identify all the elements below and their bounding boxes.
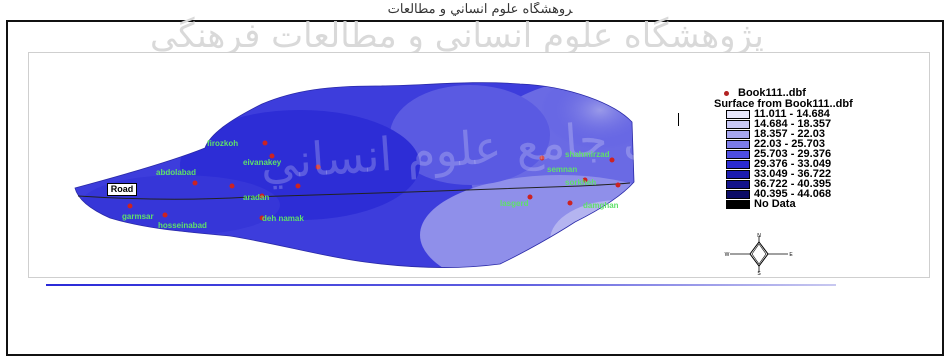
station-point: [127, 203, 133, 209]
north-label: N: [757, 233, 761, 239]
station-label: garmsar: [122, 212, 154, 221]
text-cursor: [678, 113, 679, 126]
legend-swatch: [726, 120, 750, 129]
station-label: hosseinabad: [158, 221, 207, 230]
legend-class-label: 25.703 - 29.376: [754, 148, 832, 160]
legend-surface-title: Surface from Book111..dbf: [714, 98, 853, 110]
station-label: abdolabad: [156, 168, 197, 177]
south-label: S: [757, 271, 761, 276]
station-point: [615, 182, 621, 188]
legend-swatch: [726, 190, 750, 199]
station-point: [295, 183, 301, 189]
north-arrow: N S E W: [725, 233, 794, 276]
station-label: damghan: [583, 201, 619, 210]
station-point: [527, 194, 533, 200]
legend-swatch: [726, 180, 750, 189]
east-label: E: [789, 252, 793, 258]
legend-swatch: [726, 140, 750, 149]
legend-class-row: 14.684 - 18.357: [712, 118, 942, 130]
legend-class-row: 40.395 - 44.068: [712, 188, 942, 200]
legend-class-row: No Data: [712, 198, 942, 210]
station-label: deh namak: [262, 214, 304, 223]
legend-class-label: 22.03 - 25.703: [754, 138, 825, 150]
legend-swatch: [726, 150, 750, 159]
legend-swatch: [726, 130, 750, 139]
legend-swatch: [726, 170, 750, 179]
station-label: aradan: [243, 193, 270, 202]
header-text: ﺮﻭﻫﺸﮕﺎﻩ ﻋﻠﻮﻡ ﺍﻧﺴﺎﻧﻲ ﻭ ﻣﻄﺎﻟﻌﺎﺕ: [387, 2, 573, 16]
station-point: [259, 193, 265, 199]
station-label: sorkheh: [565, 178, 597, 187]
road-line: [77, 182, 631, 200]
station-point: [262, 140, 268, 146]
legend-class-label: 14.684 - 18.357: [754, 118, 832, 130]
legend-class-row: 33.049 - 36.722: [712, 168, 942, 180]
legend-class-label: 40.395 - 44.068: [754, 188, 832, 200]
station-point: [269, 153, 275, 159]
legend-class-row: 25.703 - 29.376: [712, 148, 942, 160]
point-symbol-icon: [724, 91, 729, 96]
station-point: [259, 215, 265, 221]
station-point: [229, 183, 235, 189]
station-label: eivanakey: [243, 158, 282, 167]
station-point: [609, 157, 615, 163]
legend-swatch: [726, 200, 750, 209]
legend-swatch: [726, 110, 750, 119]
station-point: [192, 180, 198, 186]
station-points: [127, 140, 621, 221]
legend-swatch: [726, 160, 750, 169]
legend: Book111..dbf Surface from Book111..dbf 1…: [712, 88, 942, 210]
legend-class-label: No Data: [754, 198, 796, 210]
legend-class-row: 36.722 - 40.395: [712, 178, 942, 190]
legend-point-layer: Book111..dbf: [712, 88, 942, 99]
legend-class-row: 11.011 - 14.684: [712, 108, 942, 120]
watermark: ﭘﮋﻭﻫﺸﮕﺎﻩ ﻋﻠﻮﻡ ﺍﻧﺴﺎﻧﻲ ﻭ ﻣﻄﺎﻟﻌﺎﺕ ﻓﺮﻫﻨﮕﻲ: [150, 16, 764, 56]
station-point: [539, 155, 545, 161]
station-label: shahmirzad: [565, 150, 610, 159]
station-label: firozkoh: [207, 139, 239, 148]
surface-layer: [75, 82, 634, 268]
horizontal-rule: [46, 284, 836, 286]
legend-class-row: 29.376 - 33.049: [712, 158, 942, 170]
legend-class-label: 11.011 - 14.684: [754, 108, 830, 120]
west-label: W: [725, 252, 730, 258]
station-point: [315, 164, 321, 170]
station-label: semnan: [547, 165, 578, 174]
legend-class-label: 29.376 - 33.049: [754, 158, 832, 170]
station-point: [162, 212, 168, 218]
legend-classes: 11.011 - 14.684 14.684 - 18.357 18.357 - 2…: [712, 108, 942, 210]
station-label: lasgerd: [500, 199, 529, 208]
station-point: [582, 177, 588, 183]
legend-class-row: 18.357 - 22.03: [712, 128, 942, 140]
legend-class-label: 33.049 - 36.722: [754, 168, 832, 180]
legend-class-row: 22.03 - 25.703: [712, 138, 942, 150]
region-boundary: [74, 82, 635, 269]
legend-point-layer-label: Book111..dbf: [738, 87, 806, 99]
station-point: [567, 200, 573, 206]
legend-class-label: 18.357 - 22.03: [754, 128, 825, 140]
legend-class-label: 36.722 - 40.395: [754, 178, 832, 190]
road-label: Road: [107, 183, 137, 196]
